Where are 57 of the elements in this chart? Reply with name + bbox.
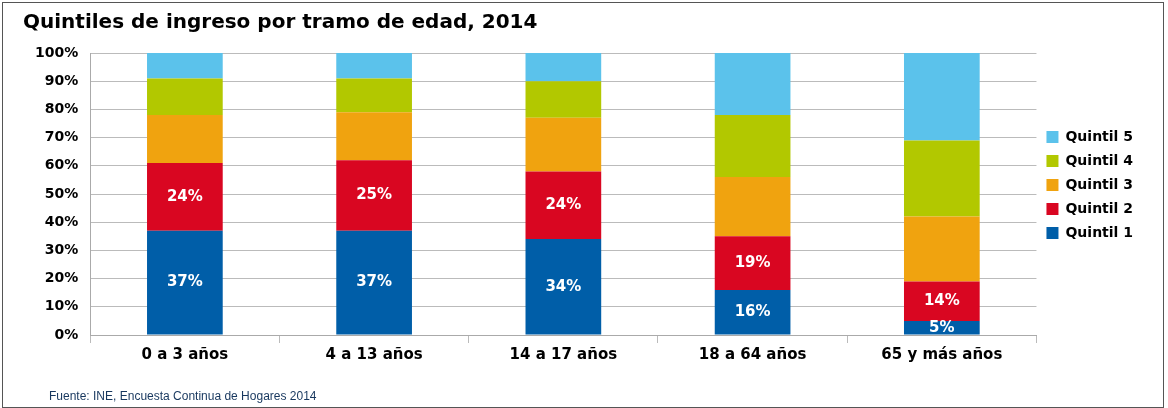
- bar: [714, 53, 791, 116]
- bar: [525, 171, 602, 240]
- bar: [525, 239, 602, 335]
- y-tick-label: 60%: [44, 156, 79, 173]
- data-label: 14%: [923, 291, 960, 310]
- bar: [147, 162, 223, 231]
- data-label: 34%: [545, 276, 582, 295]
- bar: [903, 140, 980, 217]
- legend-label: Quintil 5: [1065, 127, 1134, 144]
- chart-title: Quintiles de ingreso por tramo de edad, 2014: [23, 9, 538, 34]
- y-tick-label: 40%: [44, 212, 79, 229]
- y-tick-label: 100%: [34, 43, 79, 60]
- bar: [147, 115, 223, 163]
- bar: [336, 160, 412, 231]
- source-note: Fuente: INE, Encuesta Continua de Hogares 2014: [49, 389, 317, 403]
- data-label: 37%: [166, 272, 203, 291]
- y-tick-label: 10%: [44, 297, 79, 314]
- bar: [714, 236, 791, 290]
- legend-label: Quintil 3: [1065, 175, 1134, 192]
- x-tick-label: 0 a 3 años: [141, 344, 229, 363]
- bar: [336, 78, 412, 113]
- bar: [147, 78, 223, 116]
- y-tick-label: 0%: [54, 325, 79, 342]
- bar: [525, 53, 602, 82]
- bar: [903, 281, 980, 321]
- bar: [336, 53, 412, 79]
- bar: [336, 112, 412, 161]
- bar: [147, 230, 223, 335]
- legend-label: Quintil 2: [1065, 199, 1134, 216]
- bar: [147, 53, 223, 79]
- data-label: 25%: [356, 185, 393, 204]
- bar: [336, 230, 412, 335]
- y-tick-label: 90%: [44, 71, 79, 88]
- y-tick-label: 80%: [44, 100, 79, 117]
- bar: [525, 117, 602, 172]
- data-label: 24%: [166, 186, 203, 205]
- legend-label: Quintil 1: [1065, 223, 1134, 240]
- x-tick-label: 14 a 17 años: [509, 344, 618, 363]
- data-label: 37%: [356, 272, 393, 291]
- bar: [903, 53, 980, 141]
- bar: [714, 177, 791, 237]
- y-tick-label: 30%: [44, 241, 79, 258]
- data-label: 5%: [929, 317, 955, 336]
- y-tick-label: 20%: [44, 269, 79, 286]
- data-label: 24%: [545, 195, 582, 214]
- bar: [903, 216, 980, 282]
- data-label: 19%: [734, 252, 771, 271]
- y-tick-label: 50%: [44, 184, 79, 201]
- y-tick-label: 70%: [44, 128, 79, 145]
- x-tick-label: 18 a 64 años: [698, 344, 807, 363]
- bar: [714, 289, 791, 335]
- x-tick-label: 65 y más años: [881, 344, 1003, 363]
- x-tick-label: 4 a 13 años: [325, 344, 423, 363]
- bar: [525, 81, 602, 118]
- bar: [714, 115, 791, 178]
- legend-label: Quintil 4: [1065, 151, 1134, 168]
- data-label: 16%: [734, 302, 771, 321]
